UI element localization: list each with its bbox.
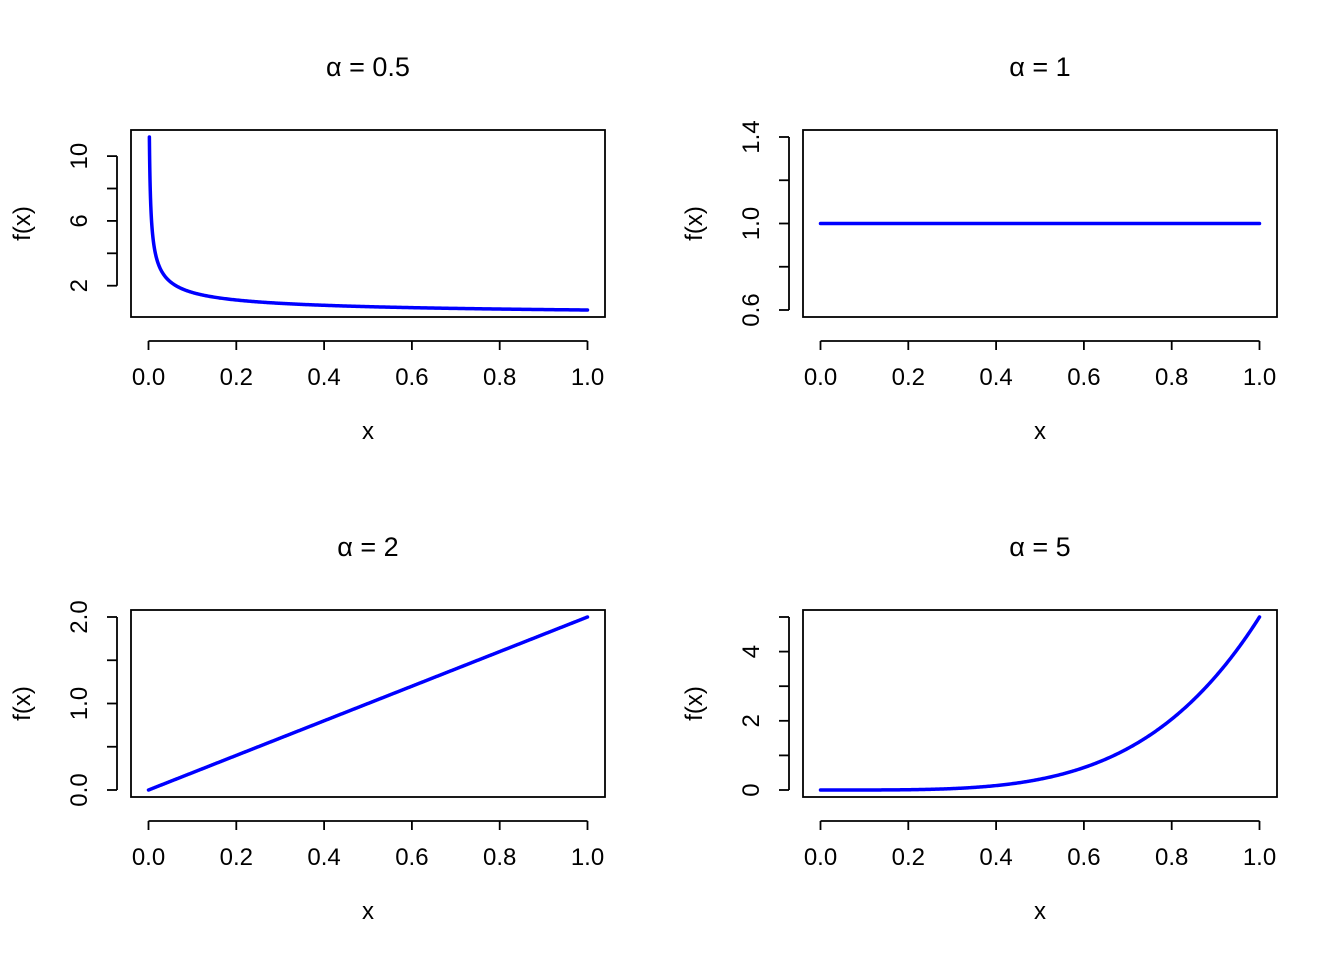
x-tick-label: 0.2 (892, 364, 925, 391)
y-axis-label: f(x) (9, 686, 36, 721)
y-tick-label: 1.0 (738, 207, 765, 240)
panel-2: α = 1 0.0 0.2 0.4 0.6 0.8 1.0 x 0.6 1.0 1.4 f(x) (681, 52, 1278, 445)
plot-frame (130, 609, 606, 798)
x-axis-label: x (362, 418, 374, 445)
y-axis-label: f(x) (681, 686, 708, 721)
x-tick-label: 1.0 (1243, 364, 1276, 391)
x-tick-label: 0.4 (979, 364, 1012, 391)
y-tick-label: 2.0 (66, 600, 93, 633)
x-tick-label: 1.0 (1243, 844, 1276, 871)
plot-frame (130, 129, 606, 318)
x-tick-label: 0.8 (1155, 364, 1188, 391)
x-tick-label: 0.8 (483, 364, 516, 391)
panel-title: α = 2 (337, 532, 398, 562)
x-tick-label: 0.4 (307, 364, 340, 391)
y-tick-label: 0 (738, 783, 765, 796)
y-axis-label: f(x) (681, 206, 708, 241)
x-tick-label: 0.0 (132, 844, 165, 871)
x-tick-label: 1.0 (571, 844, 604, 871)
x-axis-label: x (362, 898, 374, 925)
x-tick-label: 0.6 (395, 364, 428, 391)
panel-title: α = 5 (1009, 532, 1070, 562)
plot-frame (802, 609, 1278, 798)
x-tick-label: 0.8 (483, 844, 516, 871)
x-tick-label: 0.0 (132, 364, 165, 391)
x-tick-label: 1.0 (571, 364, 604, 391)
x-tick-label: 0.6 (1067, 364, 1100, 391)
y-tick-label: 10 (66, 143, 93, 170)
panel-1: α = 0.5 0.0 0.2 0.4 0.6 0.8 1.0 x 2 6 10 f(x) (9, 52, 606, 445)
panel-title: α = 0.5 (326, 52, 410, 82)
x-tick-label: 0.4 (979, 844, 1012, 871)
x-tick-label: 0.2 (892, 844, 925, 871)
density-curve (147, 135, 590, 312)
x-axis-label: x (1034, 898, 1046, 925)
y-tick-label: 0.6 (738, 293, 765, 326)
density-curve (818, 615, 1262, 792)
plot-frame (802, 129, 1278, 318)
panel-4: α = 5 0.0 0.2 0.4 0.6 0.8 1.0 x 0 2 4 f(x) (681, 532, 1278, 925)
x-tick-label: 0.2 (220, 364, 253, 391)
panel-3: α = 2 0.0 0.2 0.4 0.6 0.8 1.0 x 0.0 1.0 2.0 f(x) (9, 532, 606, 925)
density-curve (146, 615, 590, 792)
y-tick-label: 0.0 (66, 773, 93, 806)
y-axis-label: f(x) (9, 206, 36, 241)
x-axis-label: x (1034, 418, 1046, 445)
x-tick-label: 0.6 (1067, 844, 1100, 871)
x-tick-label: 0.0 (804, 844, 837, 871)
panel-title: α = 1 (1009, 52, 1070, 82)
y-tick-label: 6 (66, 214, 93, 227)
x-tick-label: 0.6 (395, 844, 428, 871)
y-tick-label: 1.0 (66, 687, 93, 720)
x-tick-label: 0.2 (220, 844, 253, 871)
y-tick-label: 1.4 (738, 120, 765, 153)
x-tick-label: 0.4 (307, 844, 340, 871)
y-tick-label: 2 (66, 279, 93, 292)
x-tick-label: 0.8 (1155, 844, 1188, 871)
y-tick-label: 2 (738, 714, 765, 727)
x-tick-label: 0.0 (804, 364, 837, 391)
y-tick-label: 4 (738, 645, 765, 658)
